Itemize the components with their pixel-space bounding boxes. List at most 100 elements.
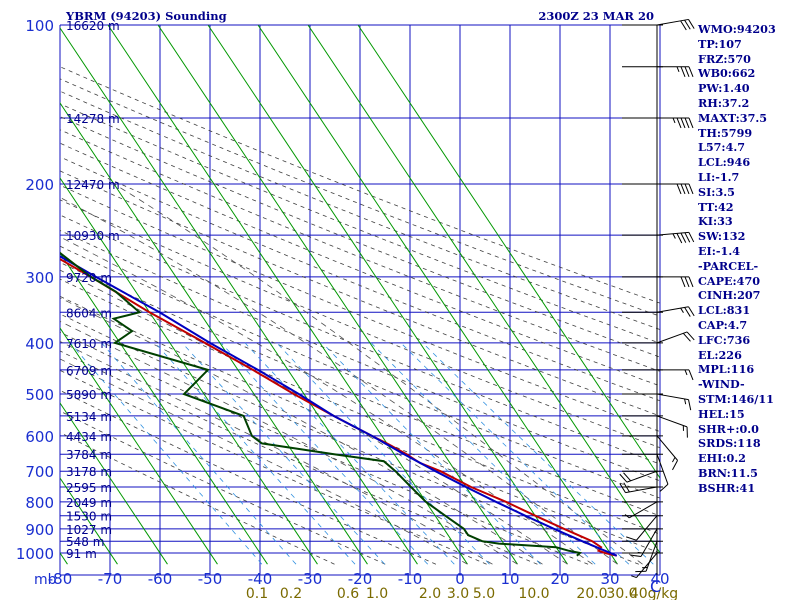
moist-adiabat bbox=[60, 236, 593, 565]
wind-barb bbox=[619, 470, 658, 483]
mixing-ratio-label: 3.0 bbox=[447, 586, 469, 600]
height-label: 3178 m bbox=[66, 465, 112, 479]
wind-barb-flag bbox=[688, 399, 692, 411]
sounding-index: STM:146/11 bbox=[698, 391, 774, 406]
dry-adiabat bbox=[60, 350, 538, 565]
moist-adiabat bbox=[113, 183, 643, 565]
wind-barb-flag bbox=[680, 66, 686, 77]
dry-adiabat bbox=[60, 78, 660, 317]
sounding-index: WMO:94203 bbox=[698, 22, 776, 36]
height-label: 14278 m bbox=[66, 112, 120, 126]
sounding-index: PW:1.40 bbox=[698, 81, 750, 96]
wind-barb-flag bbox=[659, 483, 669, 492]
dry-adiabat bbox=[60, 90, 660, 330]
mixing-ratio-label: 0.6 bbox=[337, 586, 359, 600]
dry-adiabat bbox=[60, 170, 660, 417]
wind-barb-flag bbox=[684, 307, 691, 317]
pressure-tick-label: 700 bbox=[25, 463, 54, 481]
sounding-index: SHR+:0.0 bbox=[698, 421, 759, 436]
mixing-ratio-line bbox=[322, 342, 541, 565]
mixing-ratio-line bbox=[155, 342, 356, 565]
sounding-index: BRN:11.5 bbox=[698, 465, 758, 480]
wind-barb-flag bbox=[680, 232, 687, 243]
wind-barb bbox=[656, 435, 679, 471]
moist-adiabat bbox=[60, 297, 543, 565]
wind-barb-half-flag bbox=[684, 369, 688, 376]
dry-adiabat bbox=[60, 278, 660, 535]
height-label: 10930 m bbox=[66, 229, 120, 243]
wind-barb-shaft bbox=[636, 515, 658, 541]
wind-barb-flag bbox=[676, 117, 682, 129]
wind-barb-flag bbox=[688, 19, 695, 29]
wind-barb bbox=[635, 541, 658, 573]
dry-adiabat bbox=[60, 66, 660, 304]
wind-barb-half-flag bbox=[680, 307, 684, 313]
sounding-index: FRZ:570 bbox=[698, 51, 751, 66]
mixing-ratio-label: 10.0 bbox=[518, 586, 549, 600]
wind-barb-half-flag bbox=[624, 514, 630, 519]
wind-barbs bbox=[619, 18, 695, 578]
dry-adiabat bbox=[60, 313, 639, 565]
temperature-tick-label: -50 bbox=[198, 570, 223, 588]
mixing-ratio-line bbox=[276, 342, 490, 565]
wind-barb bbox=[657, 117, 694, 129]
dry-adiabat bbox=[60, 262, 660, 517]
wind-barb-shaft bbox=[636, 552, 658, 578]
wind-barb bbox=[630, 528, 658, 558]
wind-barb-flag bbox=[626, 536, 637, 541]
wind-barb-shaft bbox=[656, 18, 689, 26]
wind-barb-flag bbox=[619, 473, 628, 483]
wind-barb-flag bbox=[619, 483, 626, 493]
mixing-ratio-label: 40g/kg bbox=[630, 586, 678, 600]
wind-barb-shaft bbox=[626, 470, 658, 483]
sounding-index: BSHR:41 bbox=[698, 480, 756, 495]
wind-barb-flag bbox=[684, 183, 690, 195]
sounding-index: SW:132 bbox=[698, 229, 746, 244]
temperature-unit-label: C bbox=[650, 577, 661, 596]
mixing-ratio-label: 5.0 bbox=[473, 586, 495, 600]
pressure-unit-label: mb bbox=[34, 572, 57, 588]
wind-barb-half-flag bbox=[684, 398, 687, 405]
dewpoint-profile-line bbox=[60, 251, 583, 557]
height-label: 9720 m bbox=[66, 271, 112, 285]
wind-barb-flag bbox=[682, 332, 691, 342]
moist-adiabat bbox=[60, 196, 618, 565]
wind-barb-shaft bbox=[656, 435, 678, 461]
wind-barb-flag bbox=[688, 66, 694, 77]
sounding-index: CINH:207 bbox=[698, 288, 761, 303]
isotherm bbox=[157, 25, 518, 565]
moist-adiabats bbox=[60, 183, 643, 565]
isotherm bbox=[207, 25, 568, 565]
wind-barb bbox=[657, 369, 694, 381]
height-label: 4434 m bbox=[66, 430, 112, 444]
height-label: 91 m bbox=[66, 547, 97, 561]
pressure-tick-label: 800 bbox=[25, 494, 54, 512]
sounding-index: KI:33 bbox=[698, 214, 733, 229]
wind-barb bbox=[631, 552, 658, 578]
pressure-gridlines bbox=[60, 24, 660, 576]
mixing-ratio-label: 30.0 bbox=[606, 586, 637, 600]
wind-barb-half-flag bbox=[672, 457, 676, 463]
dry-adiabat bbox=[60, 103, 660, 344]
wind-barb-shaft bbox=[645, 541, 658, 572]
wind-barb-shaft bbox=[656, 306, 689, 313]
wind-barb-shaft bbox=[629, 501, 658, 519]
temperature-tick-label: 0 bbox=[455, 570, 465, 588]
dry-adiabat bbox=[60, 156, 660, 402]
wind-barb bbox=[626, 515, 658, 541]
moist-adiabat bbox=[60, 269, 568, 565]
pressure-tick-labels: 100 200 300 400 500 600 700 800 900 1000 bbox=[16, 17, 54, 563]
dry-adiabat bbox=[60, 410, 386, 565]
wind-barb-flag bbox=[684, 66, 690, 77]
mixing-ratio-label: 20.0 bbox=[576, 586, 607, 600]
height-label: 16620 m bbox=[66, 19, 120, 33]
wind-barb-flag bbox=[630, 554, 642, 558]
wind-barb bbox=[619, 482, 658, 494]
dry-adiabats bbox=[60, 66, 660, 565]
dry-adiabat bbox=[60, 184, 660, 433]
temperature-tick-label: -70 bbox=[98, 570, 123, 588]
isotherm bbox=[60, 27, 418, 565]
wind-barb-flag bbox=[688, 117, 694, 129]
